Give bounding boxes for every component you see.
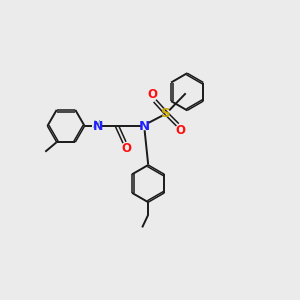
Text: O: O [176, 124, 186, 137]
Text: H: H [93, 120, 100, 130]
Text: S: S [161, 107, 171, 120]
Text: N: N [93, 119, 103, 133]
Text: O: O [147, 88, 158, 101]
Text: N: N [139, 119, 150, 133]
Text: O: O [121, 142, 131, 155]
